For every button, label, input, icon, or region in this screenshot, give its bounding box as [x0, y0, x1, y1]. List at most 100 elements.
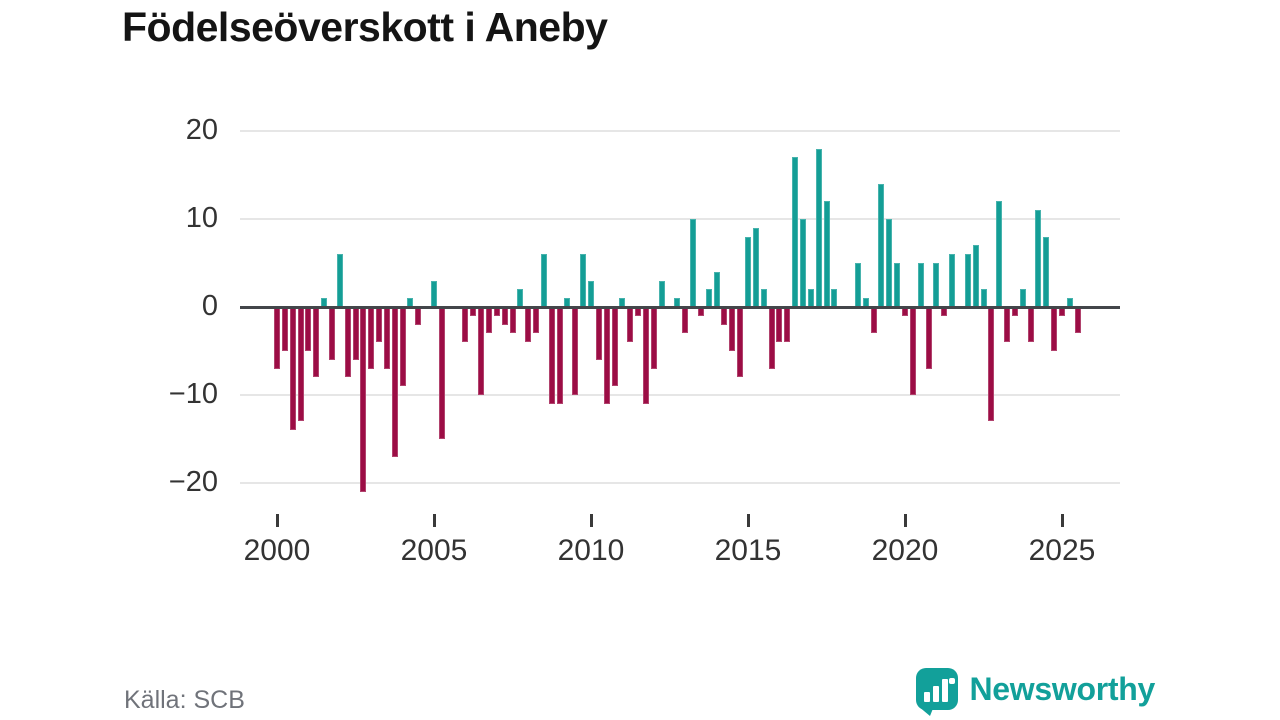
bar-2024-Q4 — [1051, 307, 1058, 351]
newsworthy-bar-chart-bubble-icon — [915, 668, 958, 716]
bar-2000-Q4 — [297, 307, 304, 422]
bar-2005-Q1 — [431, 280, 437, 307]
bar-2008-Q1 — [525, 307, 532, 343]
bar-2006-Q2 — [470, 307, 477, 316]
bar-2023-Q1 — [996, 201, 1003, 307]
bar-2007-Q1 — [493, 307, 500, 316]
bar-2005-Q2 — [438, 307, 445, 439]
bar-2017-Q2 — [815, 148, 822, 307]
bar-2022-Q2 — [972, 245, 979, 307]
bar-2012-Q4 — [674, 298, 681, 307]
bar-2014-Q1 — [713, 271, 720, 307]
x-axis-tick-label-2020: 2020 — [871, 534, 939, 567]
bar-2017-Q1 — [807, 289, 814, 307]
x-axis-tick-2025 — [1060, 514, 1064, 527]
bar-2022-Q1 — [964, 254, 971, 307]
bar-2016-Q4 — [799, 219, 806, 307]
gridline-y--20 — [240, 482, 1120, 484]
bar-2007-Q4 — [517, 289, 524, 307]
bar-2002-Q2 — [344, 307, 351, 378]
logo-bar-medium — [932, 686, 939, 702]
logo-bar-short — [923, 692, 930, 702]
bar-2024-Q1 — [1027, 307, 1034, 343]
bar-2023-Q4 — [1019, 289, 1026, 307]
x-axis-tick-2000 — [275, 514, 279, 527]
bar-2024-Q3 — [1043, 236, 1050, 307]
bar-2011-Q2 — [627, 307, 634, 343]
bar-2019-Q4 — [894, 263, 901, 307]
bar-2019-Q2 — [878, 183, 885, 307]
bar-2006-Q1 — [462, 307, 469, 343]
bar-2013-Q1 — [682, 307, 689, 334]
x-axis-tick-label-2000: 2000 — [243, 534, 311, 567]
bar-2016-Q2 — [784, 307, 791, 343]
bar-2021-Q2 — [941, 307, 948, 316]
bar-2015-Q4 — [768, 307, 775, 369]
y-axis-tick-label: 0 — [201, 290, 218, 322]
bar-2018-Q3 — [854, 263, 861, 307]
bar-2020-Q4 — [925, 307, 932, 369]
bar-2015-Q1 — [745, 236, 751, 307]
bar-2018-Q4 — [862, 298, 869, 307]
x-axis-tick-2010 — [589, 514, 593, 527]
bar-2001-Q1 — [305, 307, 312, 351]
bar-2001-Q3 — [321, 298, 328, 307]
bar-2017-Q3 — [823, 201, 830, 307]
x-axis-tick-2005 — [432, 514, 436, 527]
chart-title: Födelseöverskott i Aneby — [122, 4, 608, 50]
bar-2000-Q1 — [274, 307, 280, 369]
bar-2006-Q3 — [478, 307, 485, 395]
gridline-y-10 — [240, 218, 1120, 220]
bar-2014-Q4 — [737, 307, 744, 378]
bar-2011-Q1 — [619, 298, 626, 307]
newsworthy-logo: Newsworthy — [915, 668, 1156, 716]
bar-2009-Q3 — [572, 307, 579, 395]
bar-2020-Q3 — [917, 263, 924, 307]
bar-2013-Q3 — [697, 307, 704, 316]
y-axis-tick-label: 20 — [185, 114, 218, 146]
bar-2007-Q2 — [501, 307, 508, 325]
x-axis-tick-2020 — [903, 514, 907, 527]
source-caption: Källa: SCB — [124, 686, 245, 714]
x-axis-tick-2015 — [746, 514, 750, 527]
x-axis-tick-label-2005: 2005 — [400, 534, 468, 567]
bar-2000-Q3 — [289, 307, 296, 431]
x-axis-tick-label-2025: 2025 — [1028, 534, 1096, 567]
bar-2007-Q3 — [509, 307, 516, 334]
logo-bar-tall — [941, 679, 948, 702]
bar-2010-Q3 — [603, 307, 610, 404]
bar-2003-Q3 — [383, 307, 390, 369]
logo-dot — [948, 678, 955, 684]
bar-2003-Q2 — [376, 307, 383, 343]
newsworthy-wordmark: Newsworthy — [969, 670, 1156, 707]
bar-2025-Q1 — [1059, 307, 1065, 316]
bubble-tail — [917, 706, 934, 716]
gridline-y-20 — [240, 130, 1120, 132]
bar-2011-Q4 — [642, 307, 649, 404]
gridline-y--10 — [240, 394, 1120, 396]
bar-2003-Q1 — [368, 307, 375, 369]
bar-2008-Q4 — [548, 307, 555, 404]
bar-2022-Q4 — [988, 307, 995, 422]
bar-2015-Q2 — [752, 227, 759, 307]
bar-2010-Q2 — [595, 307, 602, 360]
bar-2000-Q2 — [281, 307, 288, 351]
bar-2019-Q3 — [886, 219, 893, 307]
x-axis-tick-label-2015: 2015 — [714, 534, 782, 567]
bar-2004-Q2 — [407, 298, 414, 307]
bar-2012-Q1 — [650, 307, 657, 369]
bar-2013-Q2 — [690, 219, 697, 307]
bar-2020-Q1 — [902, 307, 908, 316]
bar-2025-Q2 — [1066, 298, 1073, 307]
bar-2025-Q3 — [1074, 307, 1081, 334]
bar-2013-Q4 — [705, 289, 712, 307]
bar-2024-Q2 — [1035, 210, 1042, 307]
bar-2022-Q3 — [980, 289, 987, 307]
bar-2017-Q4 — [831, 289, 838, 307]
bar-2020-Q2 — [909, 307, 916, 395]
bar-2011-Q3 — [635, 307, 642, 316]
bar-2002-Q4 — [360, 307, 367, 492]
bar-2019-Q1 — [870, 307, 877, 334]
bar-2002-Q1 — [336, 254, 343, 307]
x-axis-tick-label-2010: 2010 — [557, 534, 625, 567]
